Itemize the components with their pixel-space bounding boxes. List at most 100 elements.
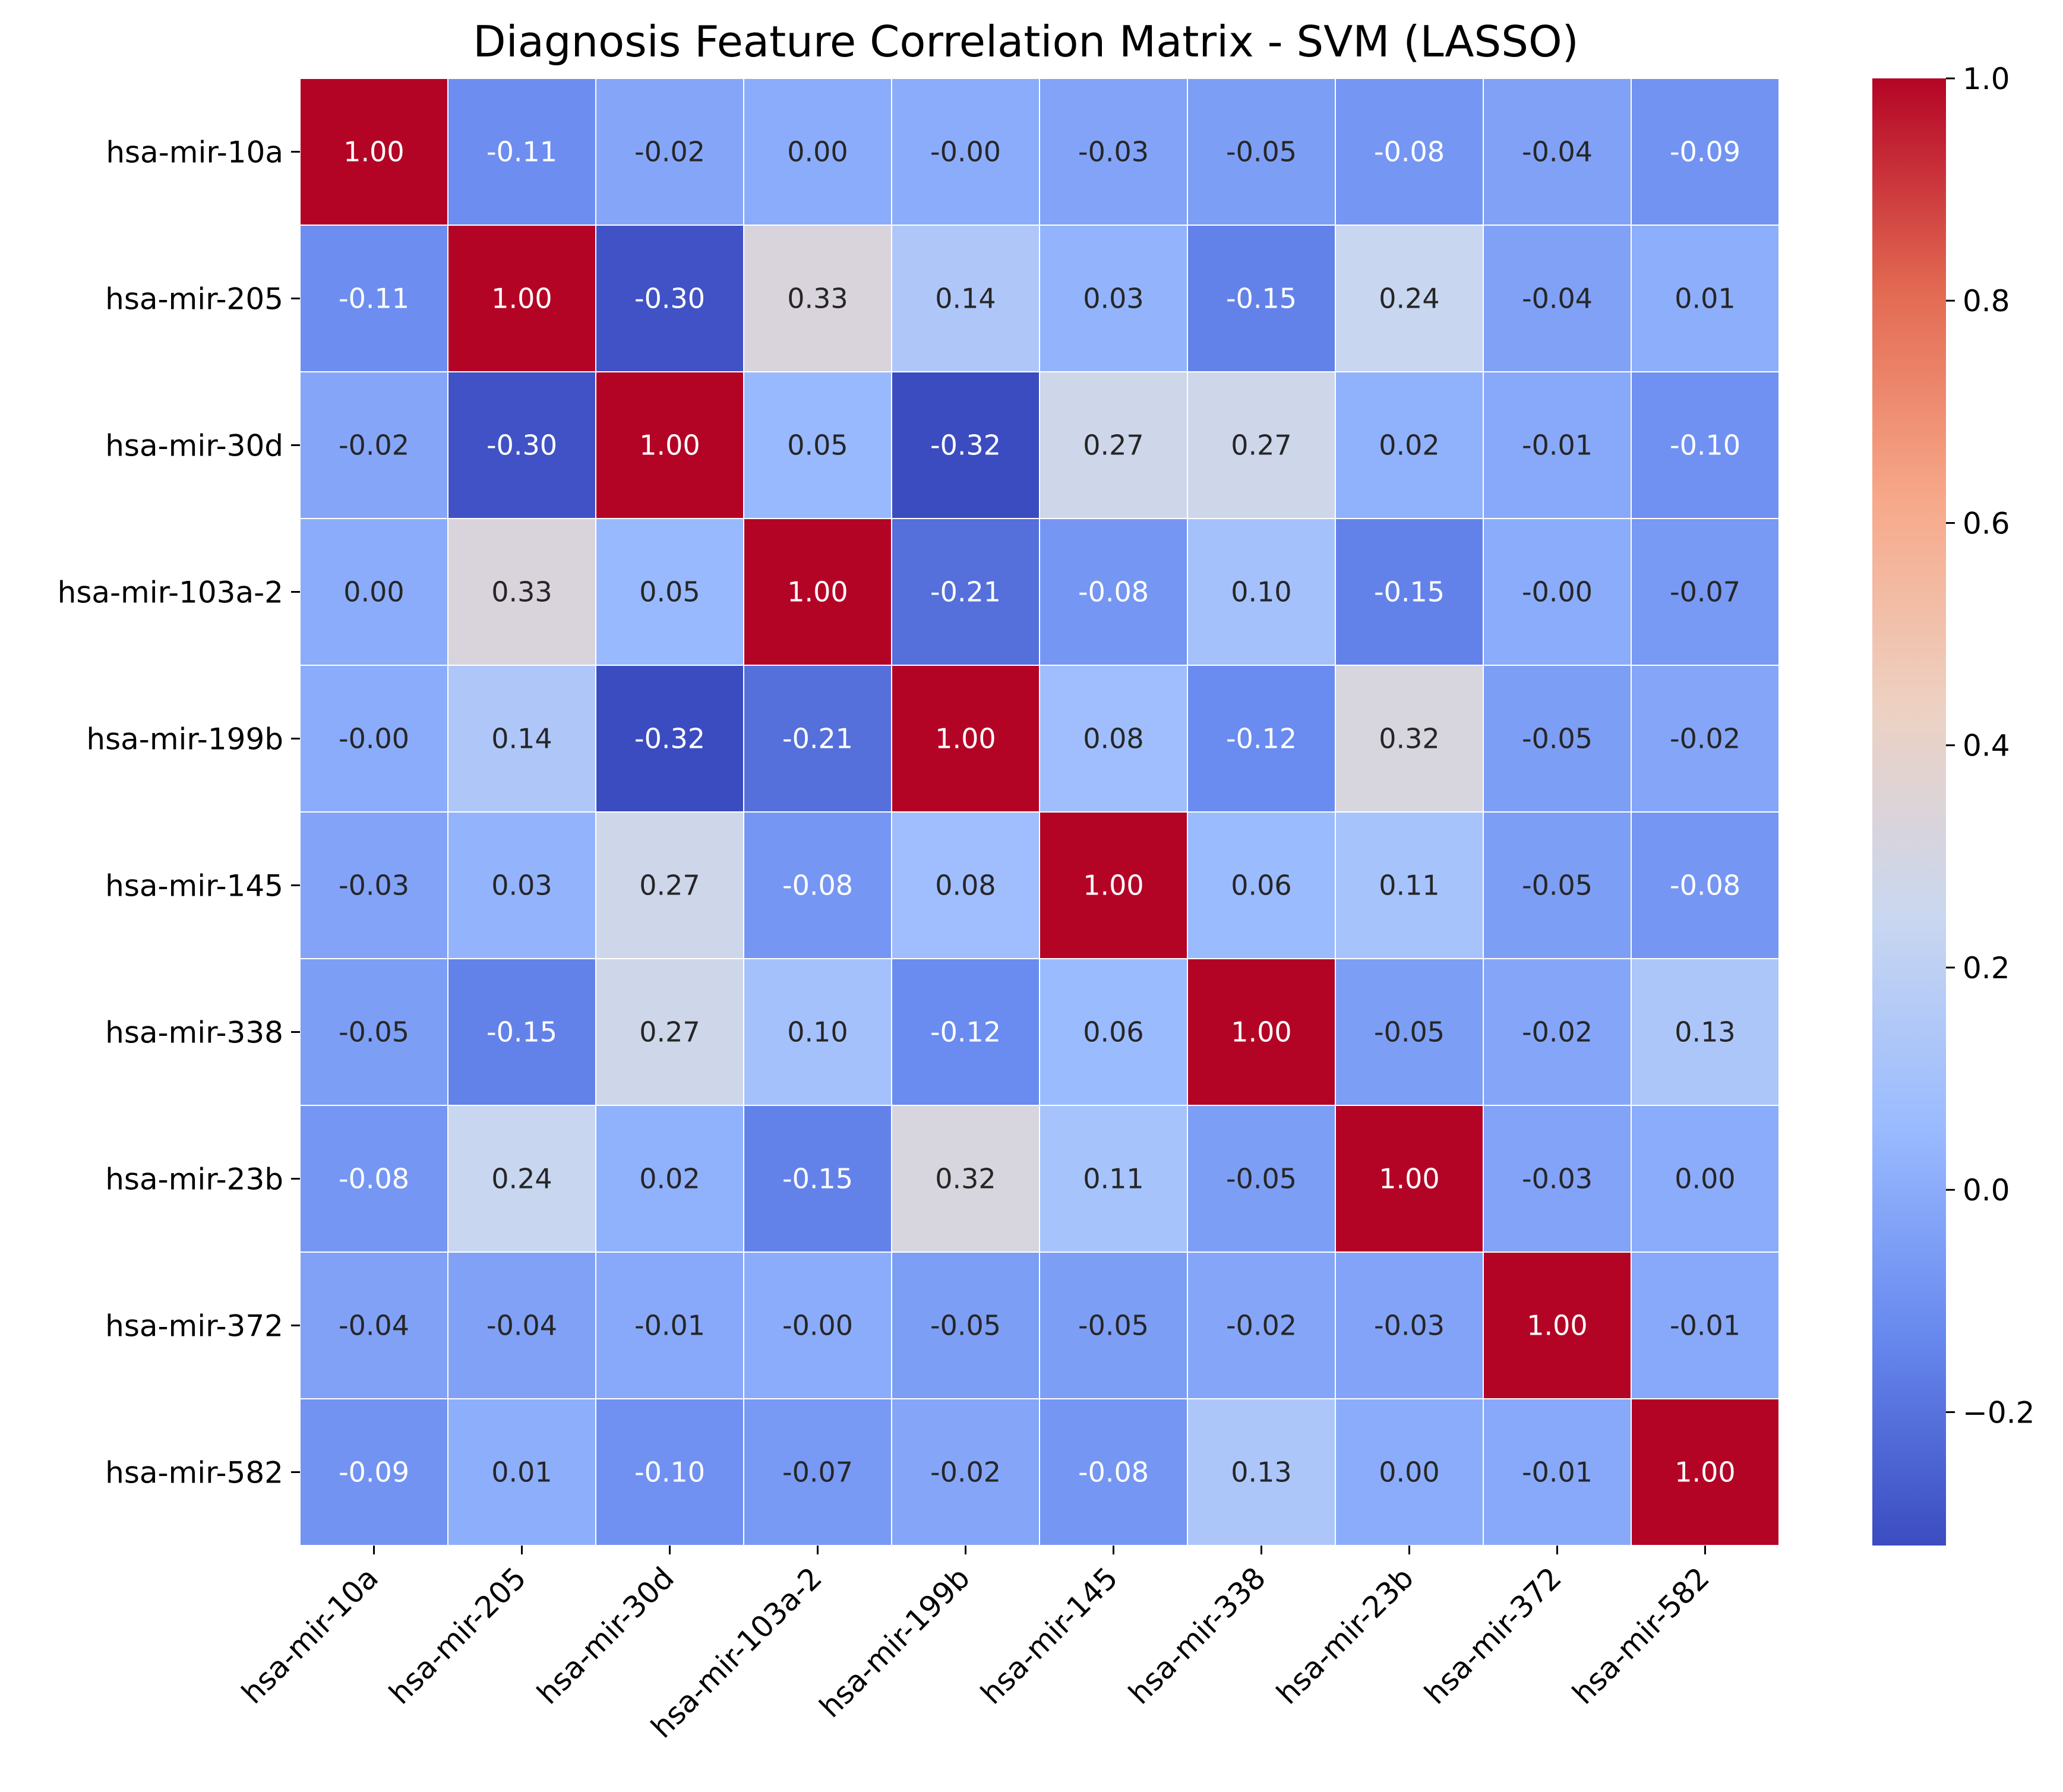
heatmap-cell-label: -0.05 [1522,723,1593,755]
heatmap-cell [447,371,596,519]
heatmap-cell-label: -0.30 [486,429,557,462]
heatmap-cell-label: 1.00 [1379,1163,1439,1195]
heatmap-cell-label: 1.00 [1527,1310,1587,1342]
heatmap-cell [1483,958,1632,1106]
heatmap-cell-label: -0.09 [339,1456,409,1488]
heatmap-cell-label: 1.00 [787,576,848,608]
heatmap-cell [743,518,892,666]
heatmap-cell-label: -0.05 [1374,1016,1445,1048]
heatmap-cell [1483,1398,1632,1546]
heatmap-cell-label: 0.11 [1083,1163,1143,1195]
heatmap-cell-label: -0.04 [1522,136,1593,168]
heatmap-cell [1335,78,1484,226]
heatmap-cell-label: -0.01 [1522,429,1593,462]
heatmap-cell [447,1398,596,1546]
row-tick-label: hsa-mir-199b [86,722,283,757]
heatmap-cell-label: -0.03 [339,870,409,902]
heatmap-cell [743,958,892,1106]
heatmap-cell-label: -0.32 [634,723,705,755]
heatmap-cell [743,811,892,959]
heatmap-cell [1631,1251,1780,1399]
heatmap-cell [891,371,1040,519]
heatmap-cell [1039,1105,1188,1253]
heatmap-cell-label: -0.12 [930,1016,1001,1048]
heatmap-cell-label: 0.05 [639,576,700,608]
row-tick-label: hsa-mir-23b [105,1162,283,1197]
heatmap-cell [1631,958,1780,1106]
heatmap-cell-label: -0.01 [1670,1310,1740,1342]
heatmap-cell-label: -0.08 [339,1163,409,1195]
heatmap-cell [1187,958,1336,1106]
colorbar-tick-label: 1.0 [1963,62,2010,96]
heatmap-cell [743,1398,892,1546]
heatmap-cell-label: 0.24 [1379,283,1439,315]
row-tick-label: hsa-mir-372 [105,1309,283,1344]
heatmap-cell-label: -0.02 [339,429,409,462]
heatmap-cell-label: 0.27 [1083,429,1143,462]
heatmap-cell [447,811,596,959]
heatmap-cell [447,1251,596,1399]
heatmap-cell [1483,1251,1632,1399]
heatmap-cell [743,78,892,226]
heatmap-cell [1187,1251,1336,1399]
heatmap-cell [299,518,448,666]
heatmap-cell-label: -0.04 [1522,283,1593,315]
heatmap-cell-label: 0.33 [491,576,552,608]
colorbar-tick-label: 0.2 [1963,951,2010,985]
heatmap-cell-label: 0.06 [1083,1016,1143,1048]
heatmap-cell [1631,225,1780,372]
heatmap-cell-label: 0.24 [491,1163,552,1195]
colorbar-gradient [1872,78,1946,1546]
heatmap-cell-label: 0.00 [343,576,404,608]
heatmap-cell [1631,1105,1780,1253]
colorbar-tick-label: −0.2 [1963,1395,2034,1430]
heatmap-cell-label: -0.30 [634,283,705,315]
heatmap-cell [1039,958,1188,1106]
heatmap-cell [299,371,448,519]
heatmap-cell [1483,665,1632,813]
heatmap-cell [299,1398,448,1546]
heatmap-cell [447,225,596,372]
heatmap-cell-label: 1.00 [1083,870,1143,902]
heatmap-cell-label: -0.00 [1522,576,1593,608]
heatmap-cell-label: 0.00 [1379,1456,1439,1488]
row-tick-label: hsa-mir-10a [106,135,283,170]
heatmap-cell-label: -0.09 [1670,136,1740,168]
heatmap-cell [1631,1398,1780,1546]
heatmap-cell-label: 0.08 [1083,723,1143,755]
heatmap-cell-label: 0.11 [1379,870,1439,902]
heatmap-cell [891,1105,1040,1253]
heatmap-cell [1335,958,1484,1106]
heatmap-cell-label: 0.13 [1675,1016,1735,1048]
heatmap-cell-label: 0.03 [491,870,552,902]
heatmap-cell-label: -0.08 [782,870,853,902]
heatmap-cell [595,958,744,1106]
heatmap-cell-label: -0.10 [634,1456,705,1488]
heatmap-cell-label: -0.07 [1670,576,1740,608]
heatmap-cell-label: 0.05 [787,429,848,462]
heatmap-cell [1631,518,1780,666]
heatmap-cell [1187,1105,1336,1253]
heatmap-cell [1187,1398,1336,1546]
heatmap-cell-label: 0.27 [1231,429,1291,462]
heatmap-cell-label: 1.00 [343,136,404,168]
heatmap-cell-label: -0.05 [1522,870,1593,902]
heatmap-cell [595,1105,744,1253]
heatmap-cell-label: -0.03 [1078,136,1149,168]
heatmap-cell [447,1105,596,1253]
heatmap-cell-label: 0.33 [787,283,848,315]
heatmap-cell [1483,1105,1632,1253]
heatmap-cell [1187,225,1336,372]
heatmap-cell-label: 0.32 [935,1163,996,1195]
heatmap-cell [1187,665,1336,813]
heatmap-cell-label: -0.05 [1078,1310,1149,1342]
heatmap-cell-label: -0.05 [1226,136,1297,168]
heatmap-cell [1039,1398,1188,1546]
row-tick-label: hsa-mir-145 [105,869,283,903]
colorbar-tick-label: 0.6 [1963,506,2010,541]
heatmap-cell-label: -0.11 [486,136,557,168]
heatmap-cell-label: -0.15 [1374,576,1445,608]
heatmap-cell-label: -0.15 [782,1163,853,1195]
heatmap-cell [891,1251,1040,1399]
